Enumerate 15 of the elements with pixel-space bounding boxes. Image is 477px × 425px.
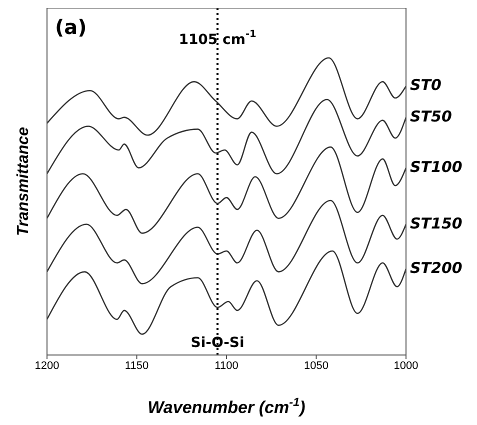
series-label: ST100 — [410, 158, 462, 176]
annotation: Si-O-Si — [190, 334, 244, 351]
chart-title: (a) — [55, 15, 87, 39]
x-tick-label: 1000 — [394, 360, 418, 372]
x-tick-label: 1200 — [34, 360, 60, 372]
series-label: ST200 — [410, 258, 462, 277]
annotation: 1105 cm$^{-1}$ — [178, 29, 257, 48]
x-tick-label: 1100 — [214, 360, 238, 372]
x-tick-label: 1150 — [124, 360, 149, 372]
series-label: ST150 — [410, 214, 462, 232]
x-tick-label: 1050 — [304, 360, 328, 372]
series-label: ST0 — [410, 76, 442, 94]
series-label: ST50 — [410, 107, 452, 126]
y-axis-title: Transmittance — [15, 126, 32, 236]
x-axis-title: Wavenumber (cm$^{-1}$) — [148, 395, 306, 417]
